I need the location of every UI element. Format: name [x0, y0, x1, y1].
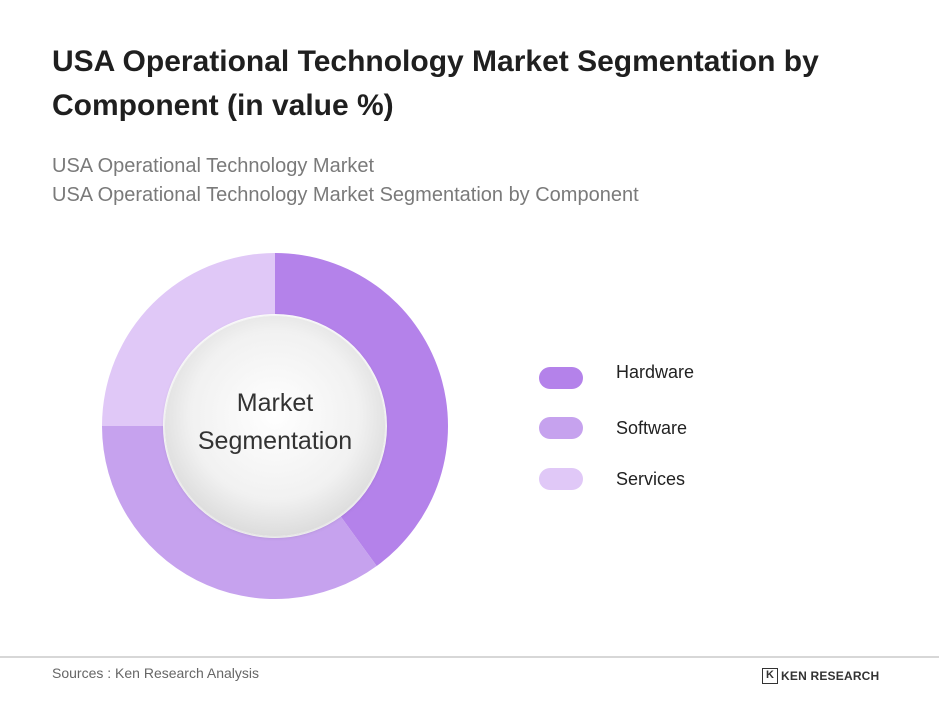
slice-software — [101, 426, 377, 599]
donut-chart — [101, 253, 449, 599]
footer-divider — [0, 656, 939, 658]
legend-label-software: Software — [616, 418, 688, 438]
slice-hardware — [275, 253, 449, 566]
donut-center — [165, 316, 385, 536]
legend-swatch-hardware — [539, 367, 583, 389]
legend-swatch-software — [539, 417, 583, 439]
center-label: Market Segmentation — [175, 384, 375, 460]
ken-research-logo-icon: K — [762, 668, 778, 684]
legend-swatch-services — [539, 468, 583, 490]
brand-name: KEN RESEARCH — [781, 669, 880, 683]
center-label-line-1: Market — [236, 389, 314, 417]
subtitle-line-1: USA Operational Technology Market — [52, 155, 375, 177]
slice-services — [102, 253, 275, 426]
subtitle-line-2: USA Operational Technology Market Segmen… — [52, 184, 639, 206]
sources-note: Sources : Ken Research Analysis — [52, 665, 259, 681]
brand: K KEN RESEARCH — [762, 666, 879, 686]
chart-title: USA Operational Technology Market Segmen… — [52, 45, 819, 122]
center-label-line-2: Segmentation — [197, 427, 353, 455]
legend-label-services: Services — [616, 469, 686, 489]
donut-slices — [101, 253, 449, 599]
legend-label-hardware: Hardware — [616, 362, 695, 382]
chart-subtitle: USA Operational Technology Market USA Op… — [52, 152, 912, 210]
